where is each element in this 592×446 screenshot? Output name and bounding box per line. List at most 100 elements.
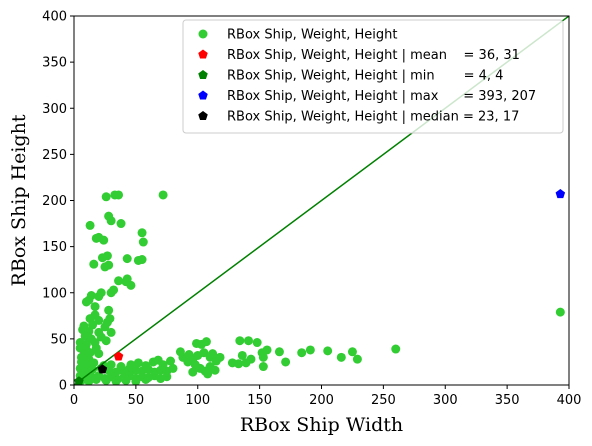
legend-label-mean: RBox Ship, Weight, Height | mean = 36, 3… <box>227 48 520 63</box>
scatter-point <box>85 220 95 230</box>
x-tick-label: 200 <box>309 393 334 408</box>
x-tick-label: 100 <box>185 393 210 408</box>
legend-label-max: RBox Ship, Weight, Height | max = 393, 2… <box>227 89 536 104</box>
scatter-point <box>131 376 141 385</box>
scatter-point <box>100 322 110 332</box>
scatter-point <box>122 254 132 264</box>
scatter-point <box>90 302 100 312</box>
scatter-point <box>158 360 168 370</box>
scatter-point <box>126 280 136 290</box>
legend-marker-mean <box>198 49 208 59</box>
scatter-point <box>88 364 98 374</box>
stat-marker-mean <box>113 351 124 361</box>
scatter-point <box>237 350 247 360</box>
scatter-point <box>258 352 268 362</box>
scatter-point <box>141 374 151 384</box>
x-tick-label: 300 <box>433 393 458 408</box>
scatter-point <box>201 337 211 347</box>
scatter-point <box>111 376 121 385</box>
x-tick-label: 350 <box>495 393 520 408</box>
scatter-point <box>203 369 213 379</box>
scatter-point <box>101 375 111 385</box>
scatter-point <box>323 346 333 356</box>
scatter-point <box>262 345 272 355</box>
plot-area <box>74 16 569 385</box>
scatter-point <box>84 376 94 385</box>
scatter-point <box>101 192 111 202</box>
x-tick-label: 400 <box>557 393 582 408</box>
scatter-point <box>94 315 104 325</box>
y-tick-label: 0 <box>59 379 67 394</box>
scatter-point <box>158 190 168 200</box>
scatter-point <box>336 352 346 362</box>
scatter-point <box>101 336 111 346</box>
scatter-point <box>137 228 147 238</box>
y-tick-label: 250 <box>42 148 67 163</box>
x-tick-label: 50 <box>128 393 145 408</box>
scatter-point <box>234 359 244 369</box>
legend-marker-points <box>198 29 208 39</box>
y-tick-label: 400 <box>42 10 67 25</box>
scatter-point <box>208 349 218 359</box>
scatter-point <box>138 237 148 247</box>
stat-marker-median <box>97 364 108 374</box>
legend-marker-max <box>198 90 208 100</box>
scatter-point <box>281 357 291 367</box>
scatter-point <box>133 358 143 368</box>
scatter-point <box>126 360 136 370</box>
scatter-point <box>104 305 114 315</box>
stat-marker-max <box>555 189 566 199</box>
legend-label-points: RBox Ship, Weight, Height <box>227 28 397 43</box>
scatter-point <box>192 338 202 348</box>
scatter-point <box>106 288 116 298</box>
scatter-point <box>137 255 147 265</box>
x-tick-label: 150 <box>247 393 272 408</box>
scatter-point <box>188 367 198 377</box>
scatter-point <box>199 348 209 358</box>
scatter-point <box>347 347 357 357</box>
y-tick-label: 100 <box>42 286 67 301</box>
scatter-point <box>89 259 99 269</box>
y-tick-label: 350 <box>42 56 67 71</box>
stat-marker-min <box>74 376 84 385</box>
x-tick-label: 250 <box>371 393 396 408</box>
scatter-point <box>252 338 262 348</box>
axes: 0 50 100 150 200 250 300 350 400 0 50 100 150 200 250 3… <box>8 10 581 437</box>
scatter-point <box>162 372 172 382</box>
legend-box <box>182 19 564 134</box>
y-tick-label: 150 <box>42 240 67 255</box>
legend: RBox Ship, Weight, Height RBox Ship, Weig… <box>182 19 564 134</box>
scatter-point <box>305 345 315 355</box>
scatter-point <box>274 347 284 357</box>
scatter-point <box>121 375 131 385</box>
legend-marker-min <box>198 70 208 80</box>
scatter-point <box>175 347 185 357</box>
scatter-point <box>100 262 110 272</box>
scatter-point <box>99 235 109 245</box>
y-tick-label: 200 <box>42 194 67 209</box>
scatter-point <box>97 253 107 263</box>
scatter-point <box>243 336 253 346</box>
legend-label-min: RBox Ship, Weight, Height | min = 4, 4 <box>227 69 503 84</box>
scatter-point <box>391 344 401 354</box>
scatter-point <box>114 190 124 200</box>
scatter-point <box>352 354 362 364</box>
scatter-point <box>246 354 256 364</box>
scatter-point <box>210 365 220 375</box>
scatter-point <box>106 216 116 226</box>
y-tick-label: 50 <box>50 332 67 347</box>
legend-marker-median <box>198 111 208 121</box>
scatter-point <box>94 291 104 301</box>
legend-label-median: RBox Ship, Weight, Height | median = 23,… <box>227 110 519 125</box>
scatter-point <box>215 352 225 362</box>
x-axis-title: RBox Ship Width <box>240 414 403 436</box>
scatter-point <box>184 350 194 360</box>
scatter-point <box>114 276 124 286</box>
scatter-point <box>168 363 178 373</box>
scatter-point <box>116 219 126 229</box>
scatter-point <box>94 349 104 359</box>
scatter-point <box>555 307 565 317</box>
y-tick-label: 300 <box>42 102 67 117</box>
scatter-point <box>297 348 307 358</box>
